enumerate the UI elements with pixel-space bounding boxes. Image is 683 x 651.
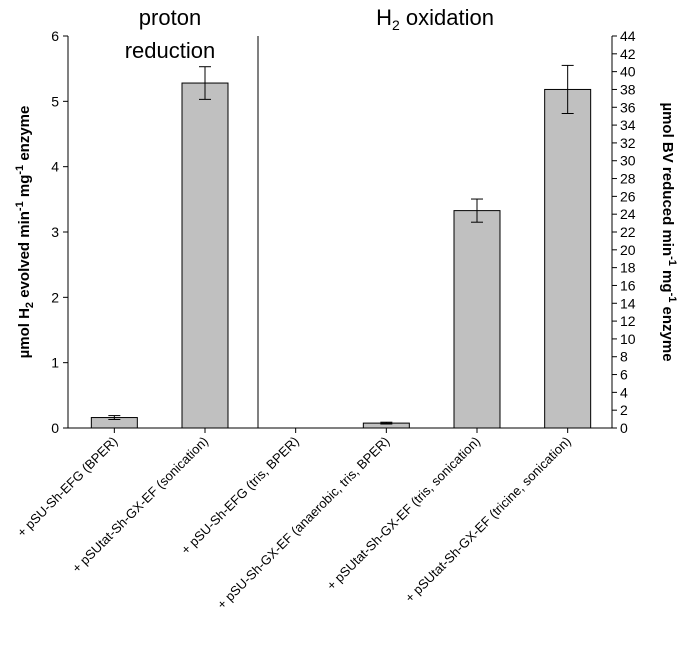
y-tick-label-right: 6 <box>620 367 628 383</box>
left-section-title-line2: reduction <box>125 38 216 63</box>
x-category-label: + pSUtat-Sh-GX-EF (tris, sonication) <box>324 434 484 594</box>
y-tick-label-left: 4 <box>51 159 59 175</box>
y-tick-label-left: 2 <box>51 289 59 305</box>
y-tick-label-right: 16 <box>620 277 636 293</box>
x-category-label: + pSUtat-Sh-GX-EF (tricine, sonication) <box>402 434 574 606</box>
y-tick-label-right: 4 <box>620 384 628 400</box>
y-tick-label-right: 8 <box>620 349 628 365</box>
y-tick-label-right: 36 <box>620 99 636 115</box>
y-tick-label-right: 2 <box>620 402 628 418</box>
y-tick-label-right: 18 <box>620 260 636 276</box>
bar <box>453 210 501 429</box>
y-tick-label-right: 32 <box>620 135 636 151</box>
right-section-title: H2 oxidation <box>376 5 494 33</box>
y-tick-label-right: 22 <box>620 224 636 240</box>
y-tick-label-left: 3 <box>51 224 59 240</box>
x-category-label: + pSU-Sh-GX-EF (anaerobic, tris, BPER) <box>214 434 392 612</box>
y-tick-label-left: 5 <box>51 93 59 109</box>
y-tick-label-right: 20 <box>620 242 636 258</box>
y-tick-label-right: 42 <box>620 46 636 62</box>
y-tick-label-right: 40 <box>620 64 636 80</box>
plot-area: 0123456024681012141618202224262830323436… <box>14 28 636 612</box>
y-tick-label-left: 1 <box>51 355 59 371</box>
y-tick-label-right: 34 <box>620 117 636 133</box>
y-tick-label-left: 6 <box>51 28 59 44</box>
y-tick-label-right: 26 <box>620 188 636 204</box>
y-tick-label-right: 24 <box>620 206 636 222</box>
y-tick-label-right: 30 <box>620 153 636 169</box>
y-axis-left-title: µmol H2 evolved min-1 mg-1 enzyme <box>14 106 36 359</box>
bar <box>181 82 229 429</box>
y-axis-right-title: µmol BV reduced min-1 mg-1 enzyme <box>659 102 678 361</box>
bar <box>544 88 592 429</box>
y-tick-label-right: 44 <box>620 28 636 44</box>
y-tick-label-right: 12 <box>620 313 636 329</box>
y-tick-label-right: 0 <box>620 420 628 436</box>
y-tick-label-right: 38 <box>620 81 636 97</box>
x-category-label: + pSU-Sh-EFG (BPER) <box>14 434 120 540</box>
y-tick-label-right: 28 <box>620 171 636 187</box>
y-tick-label-left: 0 <box>51 420 59 436</box>
left-section-title-line1: proton <box>139 5 201 30</box>
y-tick-label-right: 10 <box>620 331 636 347</box>
y-tick-label-right: 14 <box>620 295 636 311</box>
